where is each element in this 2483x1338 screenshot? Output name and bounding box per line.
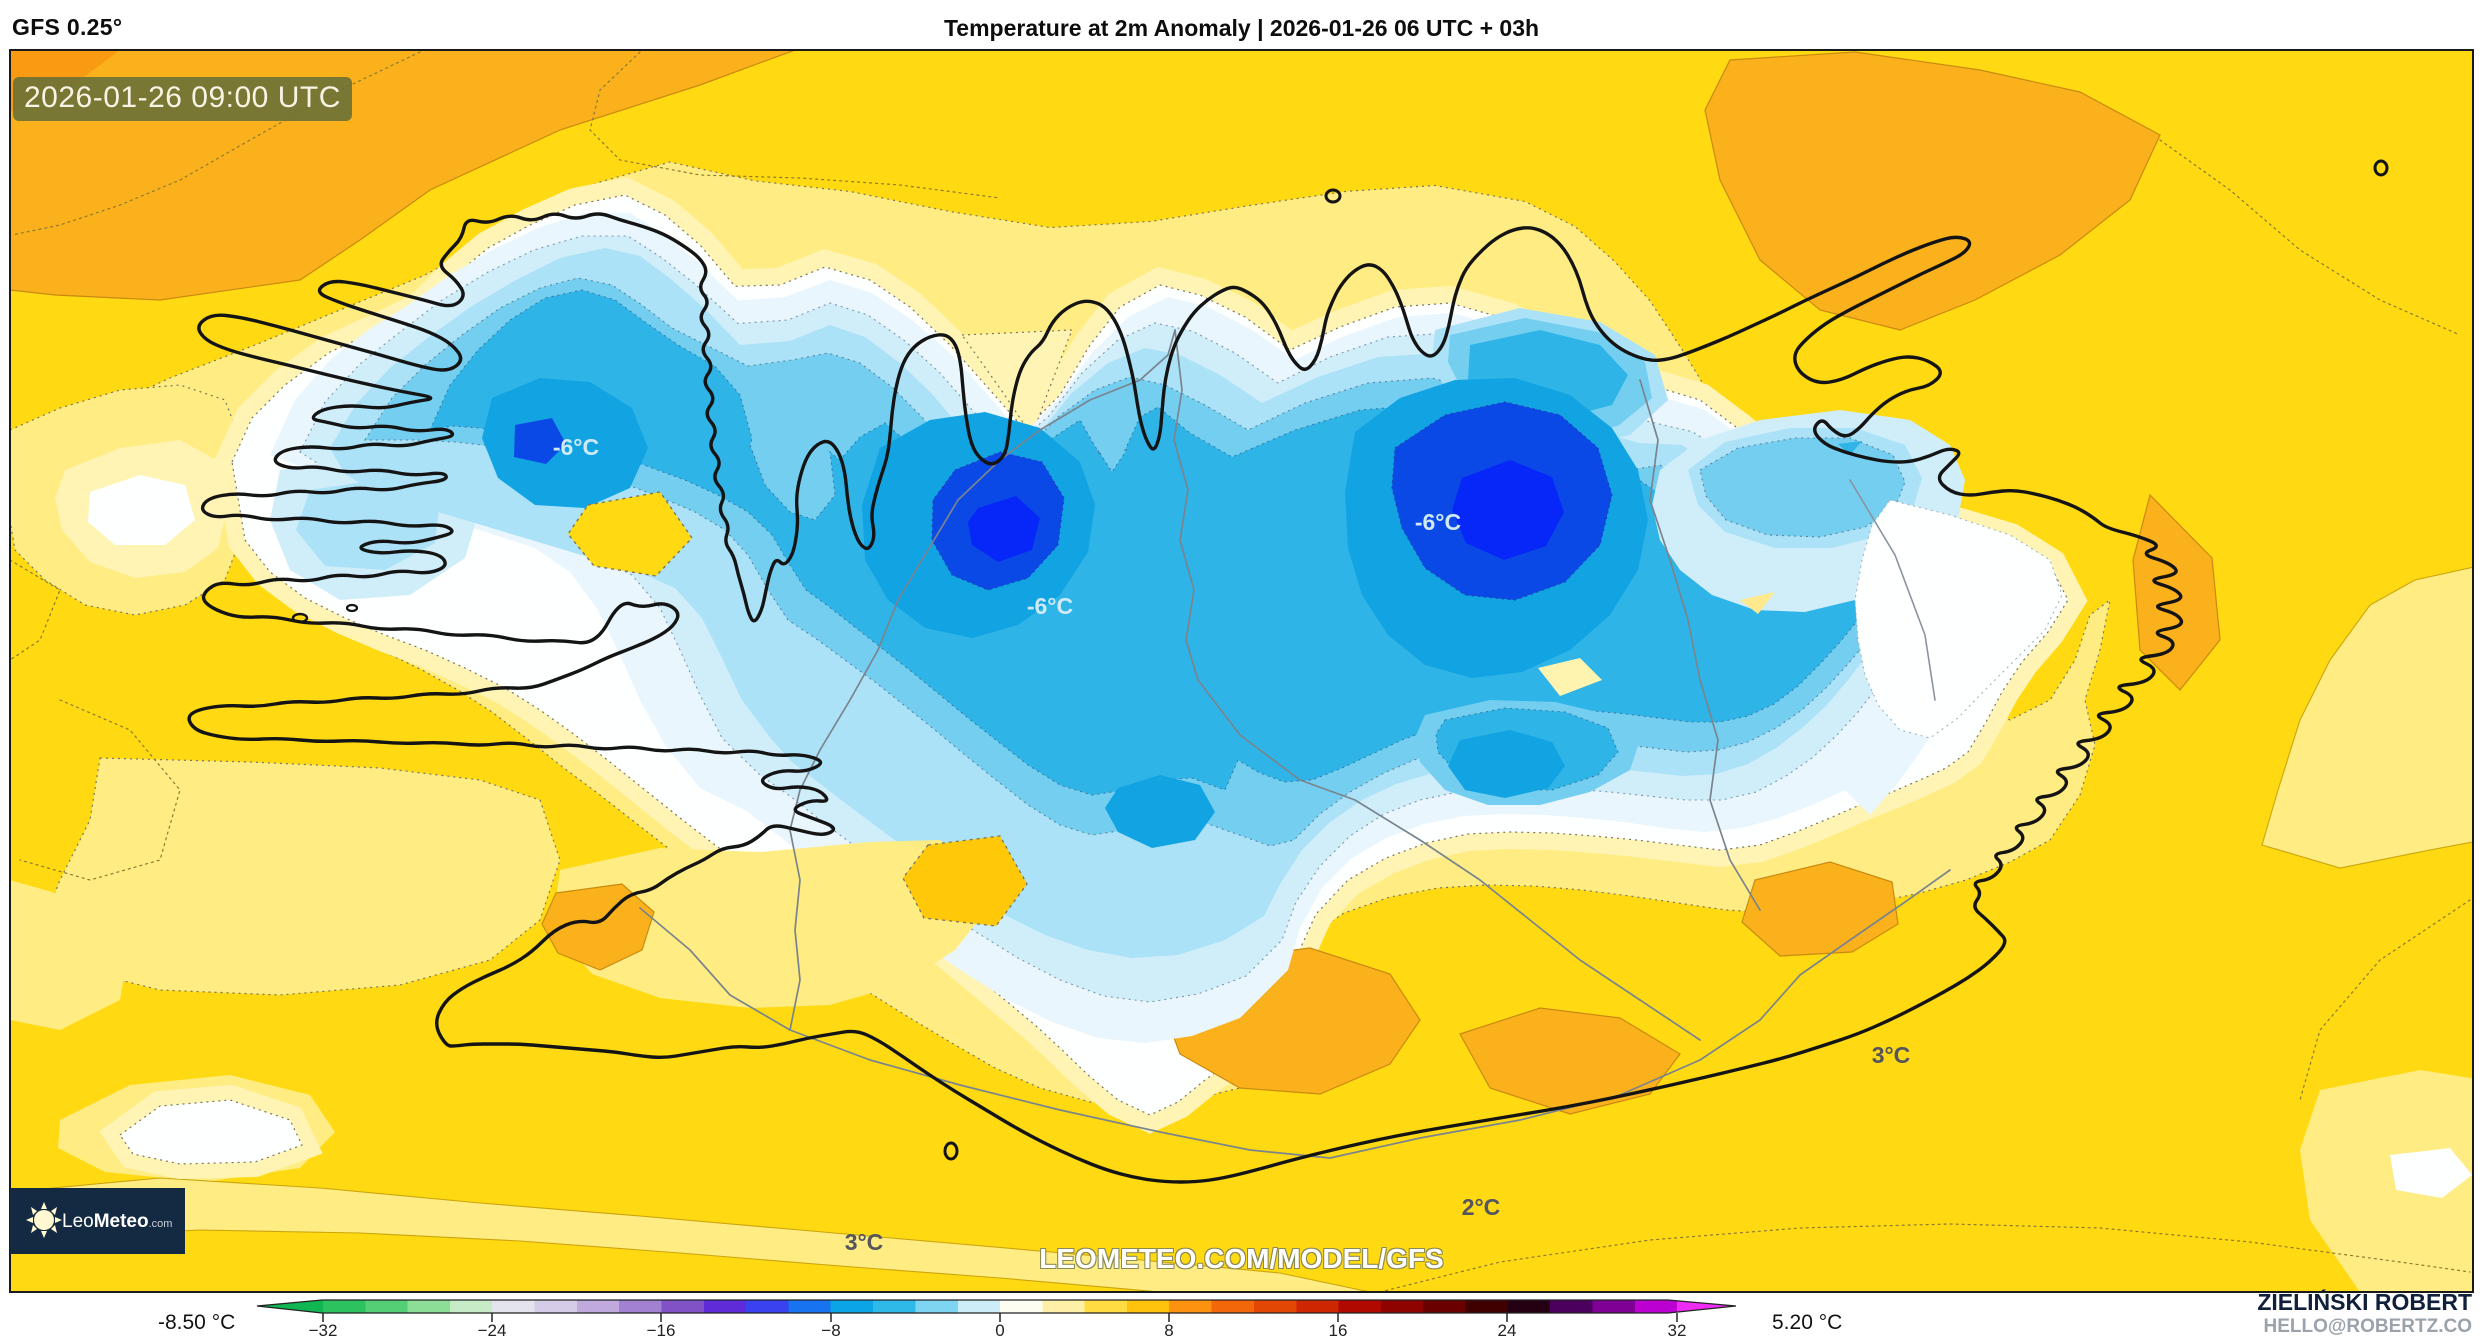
svg-text:32: 32 [1668, 1321, 1687, 1338]
svg-text:−32: −32 [309, 1321, 338, 1338]
svg-text:−8: −8 [821, 1321, 840, 1338]
svg-text:16: 16 [1329, 1321, 1348, 1338]
svg-text:3°C: 3°C [1872, 1042, 1911, 1068]
svg-text:2°C: 2°C [1462, 1194, 1501, 1220]
svg-text:LeoMeteo.com: LeoMeteo.com [62, 1211, 172, 1232]
svg-text:−24: −24 [478, 1321, 507, 1338]
svg-text:-6°C: -6°C [1415, 509, 1461, 535]
svg-text:-6°C: -6°C [1027, 593, 1073, 619]
svg-text:8: 8 [1164, 1321, 1173, 1338]
svg-text:−16: −16 [647, 1321, 676, 1338]
svg-text:24: 24 [1498, 1321, 1517, 1338]
svg-text:-6°C: -6°C [553, 434, 599, 460]
svg-text:3°C: 3°C [845, 1229, 884, 1255]
svg-text:0: 0 [995, 1321, 1004, 1338]
